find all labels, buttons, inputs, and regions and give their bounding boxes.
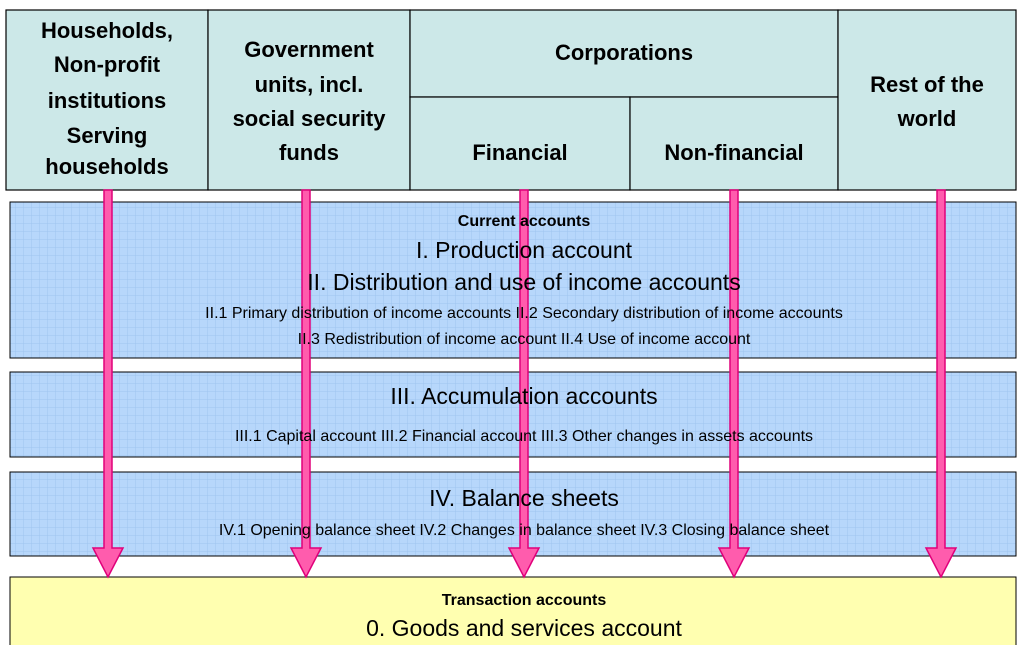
section-detail: II.3 Redistribution of income account II… <box>298 331 751 348</box>
header-cell <box>409 96 631 191</box>
header-label: Serving <box>67 123 148 148</box>
header-label: Government <box>244 37 374 62</box>
section-title: II. Distribution and use of income accou… <box>307 269 740 295</box>
header-text: Households, Non-profit institutions Serv… <box>41 18 984 179</box>
header-label: Non-profit <box>54 52 161 77</box>
header-cell <box>5 9 209 191</box>
header-table <box>5 9 1017 191</box>
header-label: Households, <box>41 18 173 43</box>
arrow <box>507 189 541 579</box>
header-label: Financial <box>472 140 567 165</box>
transaction-heading: Transaction accounts <box>442 592 607 609</box>
header-cell <box>409 9 839 98</box>
transaction-title: 0. Goods and services account <box>366 615 682 641</box>
section-detail: III.1 Capital account III.2 Financial ac… <box>235 428 813 445</box>
header-cell <box>629 96 839 191</box>
arrow <box>924 189 958 579</box>
section-detail: IV.1 Opening balance sheet IV.2 Changes … <box>219 522 830 539</box>
arrows <box>91 189 958 579</box>
section-title: IV. Balance sheets <box>429 485 619 511</box>
header-label: funds <box>279 140 339 165</box>
header-label: households <box>45 154 168 179</box>
section-title: III. Accumulation accounts <box>390 383 657 409</box>
header-label: Rest of the <box>870 72 984 97</box>
section-detail: II.1 Primary distribution of income acco… <box>205 305 843 322</box>
header-label: institutions <box>48 88 167 113</box>
header-label: world <box>897 106 957 131</box>
arrow <box>91 189 125 579</box>
header-label: social security <box>233 106 387 131</box>
section-heading: Current accounts <box>458 213 591 230</box>
section-text: Current accounts I. Production account I… <box>205 213 843 641</box>
header-label: Corporations <box>555 40 693 65</box>
header-label: units, incl. <box>255 72 364 97</box>
header-cell <box>837 9 1017 191</box>
arrow <box>717 189 751 579</box>
section-box <box>9 371 1017 458</box>
transaction-box <box>9 576 1017 645</box>
header-cell <box>207 9 411 191</box>
section-title: I. Production account <box>416 237 633 263</box>
section-box <box>9 201 1017 359</box>
arrow <box>289 189 323 579</box>
header-label: Non-financial <box>664 140 803 165</box>
